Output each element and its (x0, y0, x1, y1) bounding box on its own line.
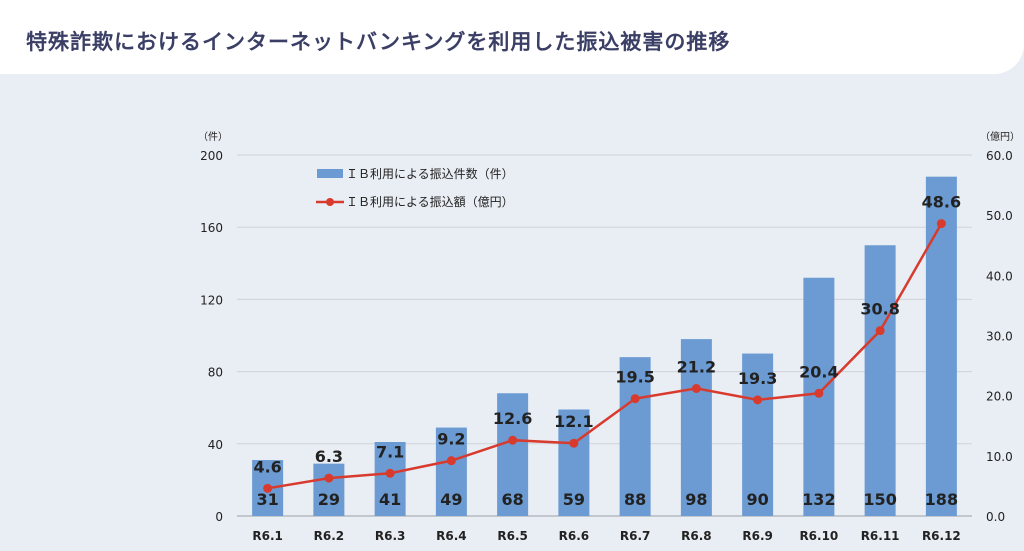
line-point (446, 456, 456, 466)
bar (558, 409, 590, 516)
line-point (875, 326, 885, 336)
left-tick-label: 200 (200, 149, 223, 163)
bar (864, 245, 896, 516)
title-card: 特殊詐欺におけるインターネットバンキングを利用した振込被害の推移 (0, 0, 1024, 74)
x-tick-label: R6.3 (375, 529, 406, 543)
line-point (324, 473, 334, 483)
line-value-label: 6.3 (315, 447, 343, 466)
legend-bar-swatch (317, 169, 343, 178)
right-tick-label: 50.0 (986, 209, 1013, 223)
legend-bar-label: ＩＢ利用による振込件数（件） (346, 166, 514, 181)
bar-value-label: 132 (802, 490, 835, 509)
page-title: 特殊詐欺におけるインターネットバンキングを利用した振込被害の推移 (26, 30, 731, 54)
line-value-label: 20.4 (799, 362, 838, 381)
x-tick-label: R6.6 (559, 529, 590, 543)
left-tick-label: 0 (215, 510, 223, 524)
x-tick-label: R6.2 (314, 529, 345, 543)
line-value-label: 4.6 (253, 457, 281, 476)
x-tick-label: R6.10 (799, 529, 838, 543)
line-point (263, 483, 273, 493)
line-series (267, 222, 943, 490)
left-tick-label: 80 (208, 366, 223, 380)
legend-line-label: ＩＢ利用による振込額（億円） (346, 195, 514, 209)
bar (435, 427, 467, 516)
right-tick-label: 60.0 (986, 149, 1013, 163)
right-tick-label: 30.0 (986, 330, 1013, 344)
line-value-label: 12.1 (554, 412, 593, 431)
x-tick-label: R6.12 (922, 529, 961, 543)
right-tick-label: 20.0 (986, 390, 1013, 404)
legend-line-marker (326, 198, 334, 206)
line-value-label: 12.6 (493, 409, 532, 428)
left-tick-label: 120 (200, 293, 223, 307)
bar (497, 393, 529, 516)
bar-value-label: 31 (256, 490, 278, 509)
bar-value-label: 90 (746, 490, 768, 509)
line-point (385, 468, 395, 478)
bar-value-label: 88 (624, 490, 646, 509)
x-tick-label: R6.11 (861, 529, 900, 543)
bar-value-label: 49 (440, 490, 462, 509)
bar (374, 441, 406, 516)
x-tick-label: R6.1 (252, 529, 283, 543)
line-point (569, 438, 579, 448)
left-tick-label: 160 (200, 221, 223, 235)
bar-value-label: 41 (379, 490, 401, 509)
line-point (936, 219, 946, 229)
bar-value-label: 59 (563, 490, 585, 509)
bar-value-label: 150 (863, 490, 896, 509)
line-point (508, 435, 518, 445)
bar (313, 463, 345, 516)
right-axis-unit: （億円） (980, 130, 1020, 143)
x-tick-label: R6.4 (436, 529, 467, 543)
bar-value-label: 188 (925, 490, 958, 509)
bar (925, 176, 957, 516)
bar (619, 357, 651, 516)
bar-value-label: 68 (501, 490, 523, 509)
line-point (814, 388, 824, 398)
line-point (691, 383, 701, 393)
line-point (630, 394, 640, 404)
left-tick-label: 40 (208, 438, 223, 452)
x-tick-label: R6.5 (497, 529, 528, 543)
line-value-label: 19.3 (738, 369, 777, 388)
line-value-label: 48.6 (922, 193, 961, 212)
x-tick-label: R6.7 (620, 529, 651, 543)
right-tick-label: 0.0 (986, 510, 1005, 524)
line-value-label: 7.1 (376, 442, 404, 461)
bar (742, 353, 774, 516)
left-axis-unit: （件） (198, 131, 228, 143)
x-tick-label: R6.8 (681, 529, 712, 543)
line-value-label: 19.5 (615, 368, 654, 387)
line-point (753, 395, 763, 405)
x-tick-label: R6.9 (742, 529, 773, 543)
bar (680, 339, 712, 516)
line-value-label: 21.2 (677, 357, 716, 376)
right-tick-label: 40.0 (986, 269, 1013, 283)
line-value-label: 30.8 (860, 300, 899, 319)
bar-value-label: 98 (685, 490, 707, 509)
line-value-label: 9.2 (437, 430, 465, 449)
right-tick-label: 10.0 (986, 450, 1013, 464)
bar-value-label: 29 (318, 490, 340, 509)
